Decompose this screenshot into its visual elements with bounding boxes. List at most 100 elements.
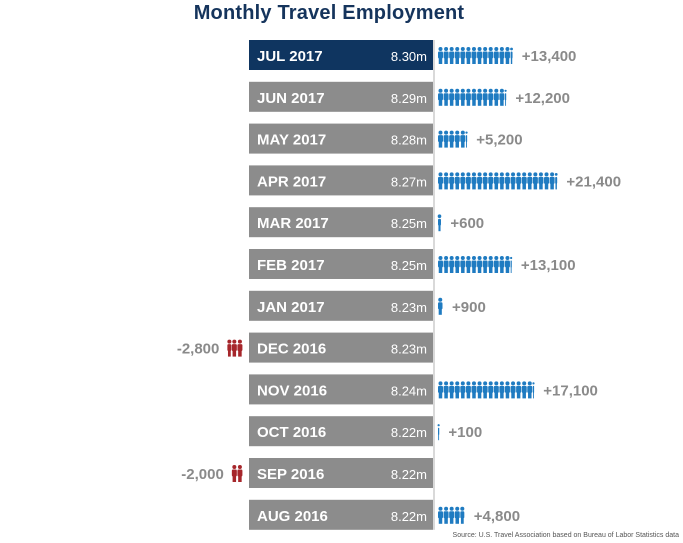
person-icon bbox=[549, 172, 555, 190]
person-icon bbox=[443, 130, 449, 148]
month-label: MAY 2017 bbox=[257, 132, 326, 149]
person-icon bbox=[493, 172, 499, 190]
person-icon bbox=[521, 381, 527, 399]
person-icon bbox=[482, 88, 488, 106]
gain-icons bbox=[438, 130, 468, 148]
person-icon bbox=[499, 381, 505, 399]
person-icon bbox=[527, 381, 533, 399]
person-icon bbox=[504, 47, 510, 64]
person-icon bbox=[516, 172, 522, 190]
gain-icons bbox=[438, 47, 513, 64]
month-bar bbox=[249, 458, 433, 488]
employment-value: 8.25m bbox=[391, 258, 427, 273]
person-icon bbox=[438, 506, 443, 524]
person-icon bbox=[488, 47, 494, 64]
table-row: DEC 2016 8.23m -2,800 bbox=[177, 332, 433, 363]
person-icon bbox=[438, 381, 443, 399]
employment-value: 8.24m bbox=[391, 383, 427, 398]
month-label: APR 2017 bbox=[257, 173, 326, 190]
month-label: MAR 2017 bbox=[257, 215, 329, 232]
person-icon bbox=[477, 88, 483, 106]
employment-value: 8.23m bbox=[391, 300, 427, 315]
person-icon bbox=[438, 256, 443, 273]
person-icon bbox=[499, 88, 505, 106]
table-row: APR 2017 8.27m +21,400 bbox=[249, 165, 621, 196]
person-icon bbox=[449, 88, 455, 106]
person-icon bbox=[493, 381, 499, 399]
employment-value: 8.25m bbox=[391, 216, 427, 231]
person-icon bbox=[465, 256, 471, 273]
person-icon bbox=[488, 172, 494, 190]
person-icon bbox=[510, 172, 516, 190]
person-icon bbox=[554, 173, 558, 190]
person-icon bbox=[499, 256, 505, 273]
person-icon bbox=[465, 88, 471, 106]
month-label: OCT 2016 bbox=[257, 424, 326, 441]
person-icon bbox=[493, 256, 499, 273]
table-row: JAN 2017 8.23m +900 bbox=[249, 290, 486, 321]
table-row: AUG 2016 8.22m +4,800 bbox=[249, 499, 520, 530]
person-icon bbox=[454, 130, 460, 148]
person-icon bbox=[510, 256, 513, 273]
person-icon bbox=[465, 47, 471, 64]
person-icon bbox=[449, 47, 455, 64]
person-icon bbox=[449, 506, 455, 524]
person-icon bbox=[482, 172, 488, 190]
month-bar bbox=[249, 40, 433, 70]
person-icon bbox=[510, 47, 513, 64]
person-icon bbox=[527, 172, 533, 190]
employment-value: 8.30m bbox=[391, 49, 427, 64]
person-icon bbox=[488, 256, 494, 273]
person-icon bbox=[443, 256, 449, 273]
person-icon bbox=[443, 47, 449, 64]
person-icon bbox=[471, 88, 477, 106]
month-bar bbox=[249, 207, 433, 238]
change-label: -2,000 bbox=[181, 466, 224, 483]
person-icon bbox=[493, 47, 499, 64]
gain-icons bbox=[438, 88, 507, 106]
person-icon bbox=[460, 130, 466, 148]
person-icon bbox=[460, 172, 466, 190]
person-icon bbox=[437, 214, 442, 232]
person-icon bbox=[460, 256, 466, 273]
person-icon bbox=[477, 256, 483, 273]
change-label: -2,800 bbox=[177, 341, 220, 358]
month-label: SEP 2016 bbox=[257, 466, 324, 483]
axis-divider bbox=[433, 40, 435, 530]
person-icon bbox=[488, 381, 494, 399]
month-bar bbox=[249, 81, 433, 112]
person-icon bbox=[510, 381, 516, 399]
change-label: +13,100 bbox=[521, 257, 576, 274]
person-icon bbox=[454, 506, 460, 524]
person-icon bbox=[504, 256, 510, 273]
gain-icons bbox=[438, 506, 465, 524]
person-icon bbox=[488, 88, 494, 106]
month-bar bbox=[249, 416, 433, 447]
person-icon bbox=[532, 382, 535, 399]
month-label: AUG 2016 bbox=[257, 508, 328, 525]
person-icon bbox=[443, 381, 449, 399]
person-icon bbox=[454, 256, 460, 273]
month-bar bbox=[249, 123, 433, 154]
person-icon bbox=[477, 47, 483, 64]
person-icon bbox=[465, 381, 471, 399]
person-icon bbox=[493, 88, 499, 106]
change-label: +5,200 bbox=[476, 132, 522, 149]
person-icon bbox=[454, 172, 460, 190]
person-icon bbox=[237, 465, 243, 482]
person-icon bbox=[538, 172, 544, 190]
person-icon bbox=[499, 172, 505, 190]
person-icon bbox=[460, 88, 466, 106]
person-icon bbox=[521, 172, 527, 190]
person-icon bbox=[482, 256, 488, 273]
person-icon bbox=[443, 506, 449, 524]
person-icon bbox=[460, 381, 466, 399]
change-label: +12,200 bbox=[515, 90, 570, 107]
month-label: JAN 2017 bbox=[257, 299, 325, 316]
employment-value: 8.22m bbox=[391, 509, 427, 524]
person-icon bbox=[482, 381, 488, 399]
employment-value: 8.27m bbox=[391, 174, 427, 189]
table-row: FEB 2017 8.25m +13,100 bbox=[249, 249, 576, 279]
person-icon bbox=[438, 130, 443, 148]
person-icon bbox=[449, 381, 455, 399]
